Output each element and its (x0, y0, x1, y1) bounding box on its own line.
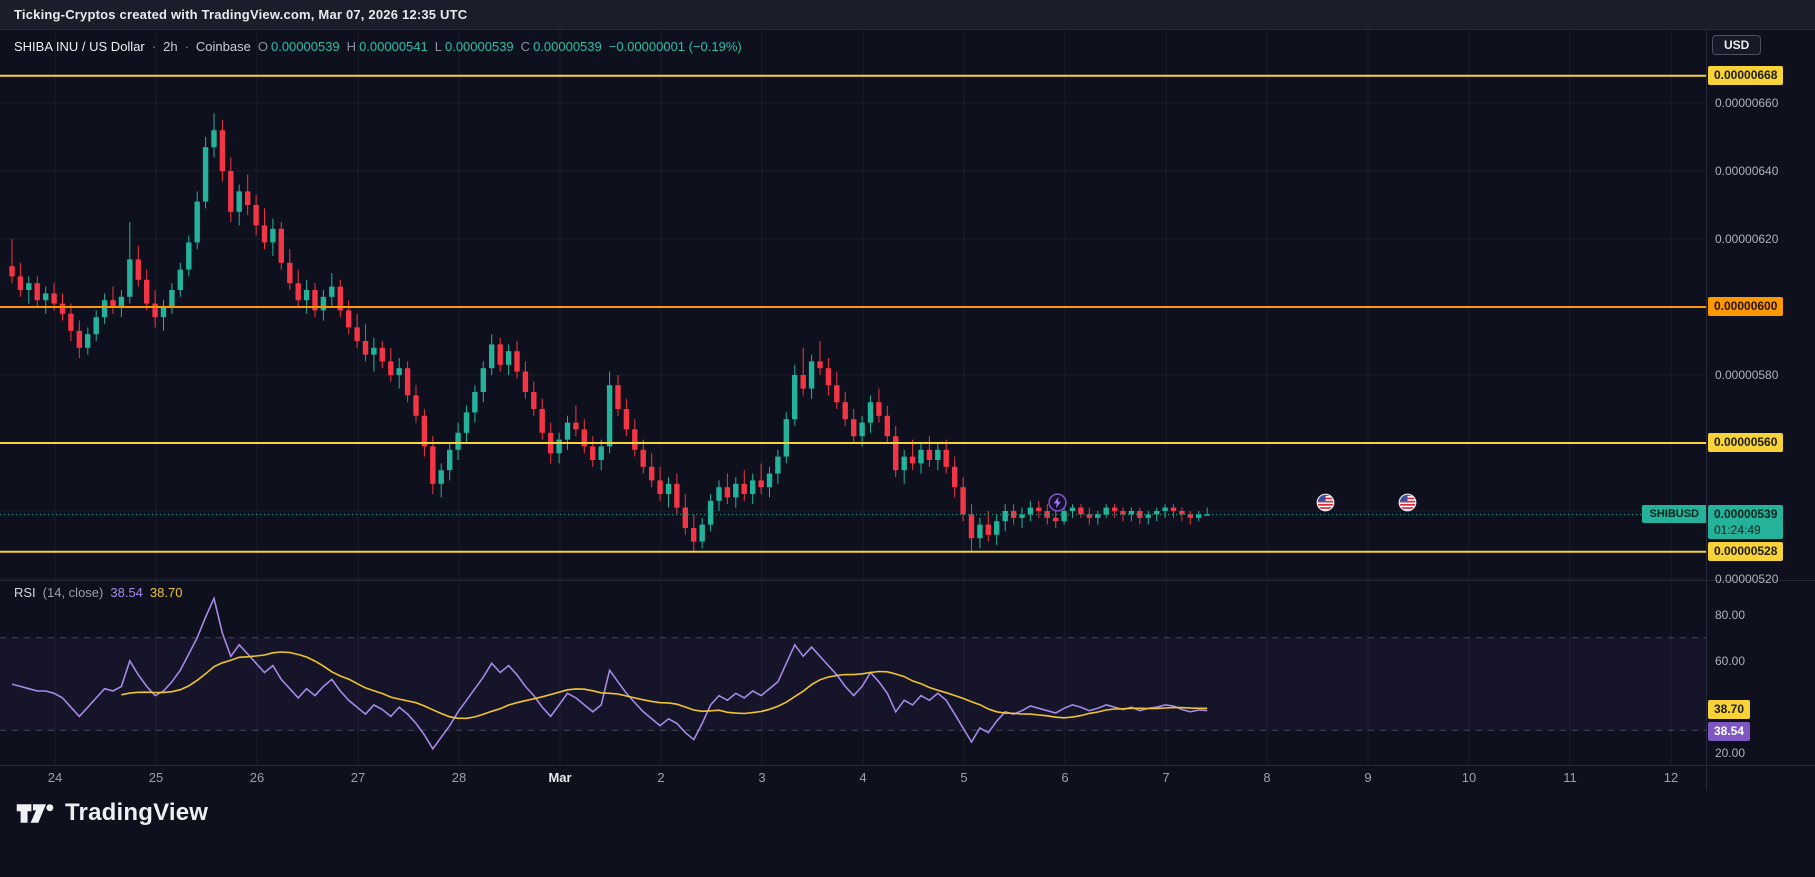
pane-separator[interactable] (0, 580, 1815, 581)
low-label: L (434, 39, 442, 54)
tradingview-logo-icon (16, 803, 54, 823)
time-axis-label: 7 (1162, 770, 1170, 785)
time-axis-label: 26 (249, 770, 265, 785)
rsi-indicator-chart[interactable] (0, 580, 1706, 765)
price-axis-label: 0.00000520 (1715, 572, 1779, 586)
time-axis-label: 6 (1061, 770, 1069, 785)
time-axis-label: 2 (657, 770, 665, 785)
watermark-title: Ticking-Cryptos created with TradingView… (14, 7, 468, 22)
time-axis-label: 4 (859, 770, 867, 785)
currency-usd-button[interactable]: USD (1712, 35, 1762, 55)
high-label: H (346, 39, 357, 54)
symbol-name[interactable]: SHIBA INU / US Dollar (14, 39, 145, 54)
price-axis-label: 0.00000660 (1715, 96, 1779, 110)
price-axis[interactable]: 0.00000668 0.00000600 0.00000560 0.00000… (1706, 0, 1815, 877)
legend-separator: · (151, 39, 157, 54)
rsi-title[interactable]: RSI (14, 585, 36, 600)
rsi-axis-label: 60.00 (1715, 653, 1746, 668)
time-axis-label: 3 (758, 770, 766, 785)
rsi-params: (14, close) (42, 585, 104, 600)
time-axis-label: 27 (350, 770, 366, 785)
price-axis-label: 0.00000640 (1715, 164, 1779, 178)
time-axis-label: 24 (47, 770, 63, 785)
level-price-badge: 0.00000600 (1708, 297, 1784, 316)
rsi-legend[interactable]: RSI (14, close) 38.54 38.70 (14, 585, 182, 600)
last-price-badge: 0.00000539 01:24:49 (1708, 505, 1784, 539)
open-label: O (257, 39, 268, 54)
last-price-value: 0.00000539 (1714, 507, 1778, 521)
tradingview-logo[interactable]: TradingView (16, 799, 208, 827)
top-watermark-bar: Ticking-Cryptos created with TradingView… (0, 0, 1815, 30)
symbol-interval[interactable]: 2h (163, 39, 178, 54)
level-price-badge: 0.00000560 (1708, 433, 1784, 452)
price-change: −0.00000001 (−0.19%) (608, 39, 742, 54)
lightning-event-icon[interactable] (1048, 493, 1067, 512)
price-axis-separator (1706, 30, 1707, 790)
rsi-value-badge: 38.54 (1708, 722, 1751, 741)
close-value: 0.00000539 (533, 39, 602, 54)
close-label: C (520, 39, 531, 54)
tradingview-brand: TradingView (65, 799, 209, 826)
symbol-price-tag: SHIBUSD (1642, 505, 1706, 523)
rsi-value: 38.54 (110, 585, 143, 600)
low-value: 0.00000539 (444, 39, 514, 54)
bar-countdown: 01:24:49 (1714, 523, 1761, 537)
time-axis-label: 11 (1563, 770, 1577, 785)
candlestick-chart[interactable] (0, 30, 1706, 580)
time-axis[interactable]: 24 25 26 27 28 Mar 2 3 4 5 6 7 8 9 10 11 12 (0, 765, 1815, 790)
high-value: 0.00000541 (359, 39, 428, 54)
time-axis-label: 5 (960, 770, 968, 785)
us-flag-event-icon[interactable] (1316, 493, 1335, 512)
symbol-exchange: Coinbase (195, 39, 251, 54)
open-value: 0.00000539 (270, 39, 340, 54)
time-axis-label: 12 (1663, 770, 1679, 785)
rsi-axis-label: 20.00 (1715, 746, 1746, 761)
us-flag-event-icon[interactable] (1398, 493, 1417, 512)
rsi-ma-badge: 38.70 (1708, 700, 1751, 719)
symbol-legend[interactable]: SHIBA INU / US Dollar · 2h · Coinbase O … (14, 39, 742, 54)
level-price-badge: 0.00000528 (1708, 542, 1784, 561)
time-axis-label: 25 (148, 770, 164, 785)
time-axis-label: 8 (1263, 770, 1271, 785)
price-axis-label: 0.00000620 (1715, 232, 1779, 246)
time-axis-label: 10 (1461, 770, 1477, 785)
time-axis-separator (0, 765, 1815, 766)
time-axis-label: Mar (548, 770, 572, 785)
price-axis-label: 0.00000580 (1715, 368, 1779, 382)
time-axis-label: 9 (1364, 770, 1372, 785)
time-axis-label: 28 (451, 770, 467, 785)
rsi-axis-label: 80.00 (1715, 607, 1746, 622)
level-price-badge: 0.00000668 (1708, 66, 1784, 85)
legend-separator: · (184, 39, 189, 54)
rsi-ma-value: 38.70 (149, 585, 183, 600)
